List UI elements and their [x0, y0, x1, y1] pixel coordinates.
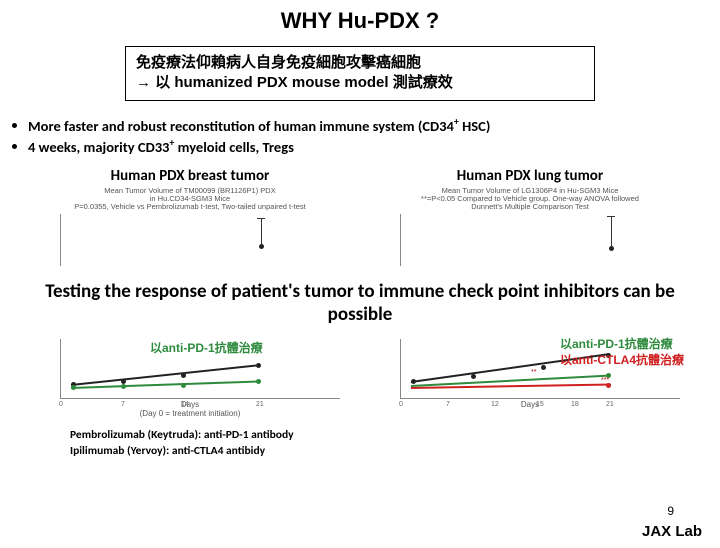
boxed-line1: 免疫療法仰賴病人自身免疫細胞攻擊癌細胞 — [136, 53, 584, 73]
charts-row: Human PDX breast tumor Mean Tumor Volume… — [0, 167, 720, 266]
chart-left-title: Human PDX breast tumor — [30, 167, 350, 185]
chart-right: Human PDX lung tumor Mean Tumor Volume o… — [370, 167, 690, 266]
jax-lab-label: JAX Lab — [642, 523, 702, 540]
chart-left-plot — [60, 214, 340, 266]
treat-right-green: 以anti-PD-1抗體治療 — [560, 335, 673, 352]
treat-label-left: 以anti-PD-1抗體治療 — [150, 339, 263, 356]
xaxis-right: Days — [370, 400, 690, 409]
footer-l1: Pembrolizumab (Keytruda): anti-PD-1 anti… — [70, 428, 720, 444]
chart-right-title: Human PDX lung tumor — [370, 167, 690, 185]
lower-left: 0 7 14 21 Days(Day 0 = treatment initiat… — [30, 339, 350, 418]
page-title: WHY Hu-PDX ? — [0, 8, 720, 34]
chart-left-sub: Mean Tumor Volume of TM00099 (BR1126P1) … — [30, 187, 350, 212]
footer-l2: Ipilimumab (Yervoy): anti-CTLA4 antibidy — [70, 444, 720, 460]
boxed-note: 免疫療法仰賴病人自身免疫細胞攻擊癌細胞 → 以 humanized PDX mo… — [125, 46, 595, 101]
page-number: 9 — [667, 504, 674, 518]
boxed-line2: → 以 humanized PDX mouse model 測試療效 — [136, 73, 584, 93]
chart-left: Human PDX breast tumor Mean Tumor Volume… — [30, 167, 350, 266]
footer-notes: Pembrolizumab (Keytruda): anti-PD-1 anti… — [70, 428, 720, 459]
chart-right-sub: Mean Tumor Volume of LG1306P4 in Hu-SGM3… — [370, 187, 690, 212]
bullet-2: 4 weeks, majority CD33+ myeloid cells, T… — [28, 136, 720, 157]
lower-right: ** *** 0 7 12 15 18 21 Days 以anti-PD-1抗體… — [370, 339, 690, 418]
lower-charts: 0 7 14 21 Days(Day 0 = treatment initiat… — [0, 339, 720, 418]
bullet-1: More faster and robust reconstitution of… — [28, 115, 720, 136]
xaxis-left: Days(Day 0 = treatment initiation) — [30, 400, 350, 418]
chart-right-plot — [400, 214, 680, 266]
banner-text: Testing the response of patient's tumor … — [10, 272, 710, 336]
treat-right-red: 以anti-CTLA4抗體治療 — [560, 351, 684, 368]
bullet-list: More faster and robust reconstitution of… — [14, 115, 720, 157]
